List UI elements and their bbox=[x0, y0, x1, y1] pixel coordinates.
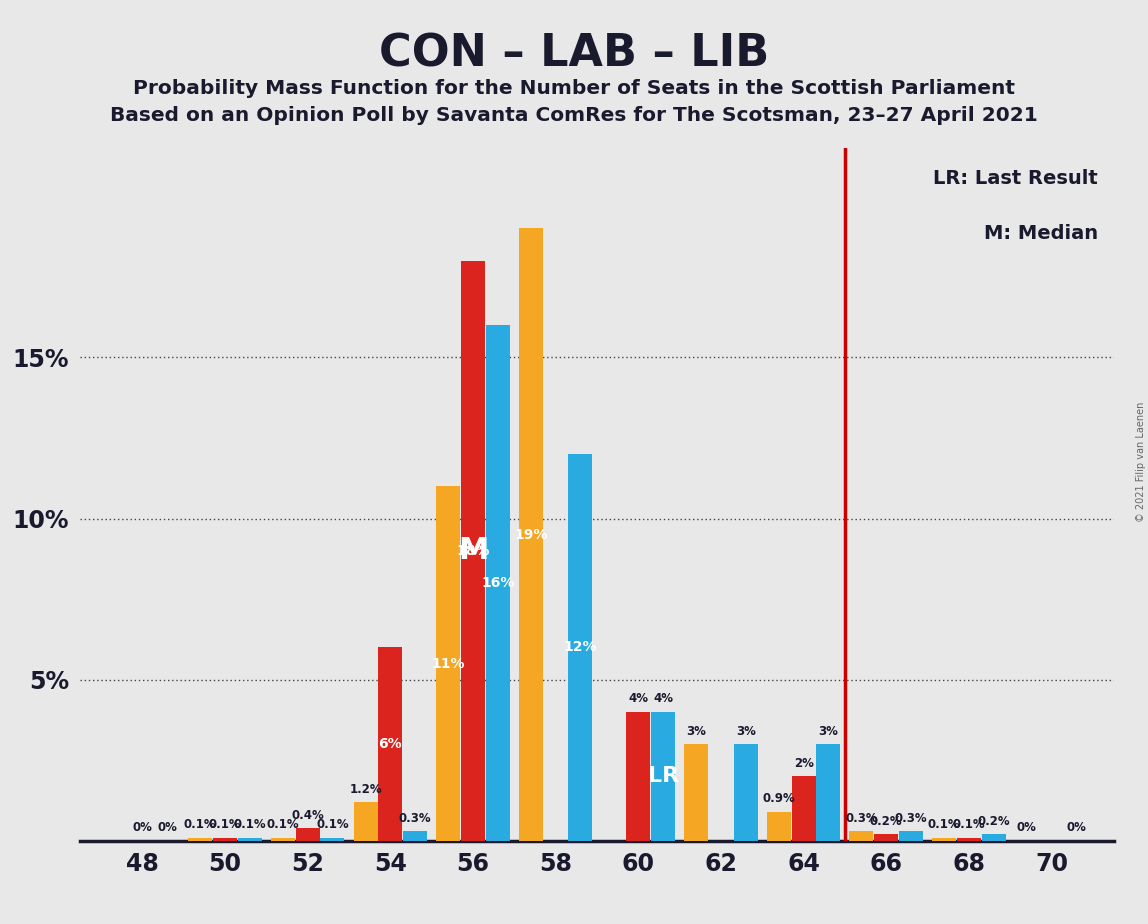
Bar bbox=[271, 838, 295, 841]
Bar bbox=[932, 838, 956, 841]
Text: 11%: 11% bbox=[432, 657, 465, 671]
Text: 0.1%: 0.1% bbox=[209, 818, 241, 832]
Text: LR: LR bbox=[647, 766, 678, 786]
Text: Probability Mass Function for the Number of Seats in the Scottish Parliament: Probability Mass Function for the Number… bbox=[133, 79, 1015, 98]
Bar bbox=[850, 832, 874, 841]
Bar bbox=[957, 838, 980, 841]
Text: 3%: 3% bbox=[819, 724, 838, 737]
Text: 4%: 4% bbox=[653, 692, 673, 705]
Bar bbox=[296, 828, 319, 841]
Text: 3%: 3% bbox=[687, 724, 706, 737]
Text: CON – LAB – LIB: CON – LAB – LIB bbox=[379, 32, 769, 76]
Text: 0.3%: 0.3% bbox=[398, 811, 432, 825]
Bar bbox=[734, 744, 758, 841]
Text: 2%: 2% bbox=[793, 757, 814, 770]
Bar bbox=[792, 776, 815, 841]
Bar bbox=[379, 648, 402, 841]
Text: M: Median: M: Median bbox=[984, 225, 1097, 243]
Text: 0.9%: 0.9% bbox=[762, 793, 796, 806]
Bar bbox=[238, 838, 262, 841]
Text: 19%: 19% bbox=[514, 528, 548, 541]
Bar bbox=[651, 711, 675, 841]
Text: 0.3%: 0.3% bbox=[845, 811, 878, 825]
Bar bbox=[486, 325, 510, 841]
Bar bbox=[684, 744, 708, 841]
Text: 0.1%: 0.1% bbox=[266, 818, 300, 832]
Text: M: M bbox=[458, 536, 488, 565]
Bar bbox=[519, 228, 543, 841]
Bar bbox=[461, 261, 484, 841]
Text: 0%: 0% bbox=[157, 821, 177, 834]
Text: 0.1%: 0.1% bbox=[928, 818, 961, 832]
Bar bbox=[875, 834, 898, 841]
Text: 0%: 0% bbox=[1017, 821, 1037, 834]
Text: 6%: 6% bbox=[379, 737, 402, 751]
Bar bbox=[403, 832, 427, 841]
Text: 12%: 12% bbox=[564, 640, 597, 654]
Text: Based on an Opinion Poll by Savanta ComRes for The Scotsman, 23–27 April 2021: Based on an Opinion Poll by Savanta ComR… bbox=[110, 106, 1038, 126]
Text: 0.2%: 0.2% bbox=[977, 815, 1010, 828]
Bar bbox=[627, 711, 650, 841]
Text: 0.1%: 0.1% bbox=[233, 818, 266, 832]
Text: 0.2%: 0.2% bbox=[870, 815, 902, 828]
Text: © 2021 Filip van Laenen: © 2021 Filip van Laenen bbox=[1135, 402, 1146, 522]
Bar bbox=[816, 744, 840, 841]
Text: 18%: 18% bbox=[456, 543, 490, 558]
Bar bbox=[982, 834, 1006, 841]
Bar bbox=[767, 812, 791, 841]
Bar bbox=[320, 838, 344, 841]
Text: 0.1%: 0.1% bbox=[316, 818, 349, 832]
Text: 0%: 0% bbox=[132, 821, 153, 834]
Text: LR: Last Result: LR: Last Result bbox=[933, 168, 1097, 188]
Text: 3%: 3% bbox=[736, 724, 755, 737]
Text: 0.1%: 0.1% bbox=[953, 818, 985, 832]
Text: 0.4%: 0.4% bbox=[292, 808, 324, 821]
Text: 4%: 4% bbox=[628, 692, 649, 705]
Bar bbox=[214, 838, 236, 841]
Bar bbox=[188, 838, 212, 841]
Bar bbox=[354, 802, 378, 841]
Text: 0.3%: 0.3% bbox=[894, 811, 928, 825]
Bar bbox=[899, 832, 923, 841]
Text: 0%: 0% bbox=[1066, 821, 1086, 834]
Text: 1.2%: 1.2% bbox=[349, 783, 382, 796]
Bar bbox=[568, 454, 592, 841]
Text: 0.1%: 0.1% bbox=[184, 818, 217, 832]
Text: 16%: 16% bbox=[481, 576, 514, 590]
Bar bbox=[436, 486, 460, 841]
